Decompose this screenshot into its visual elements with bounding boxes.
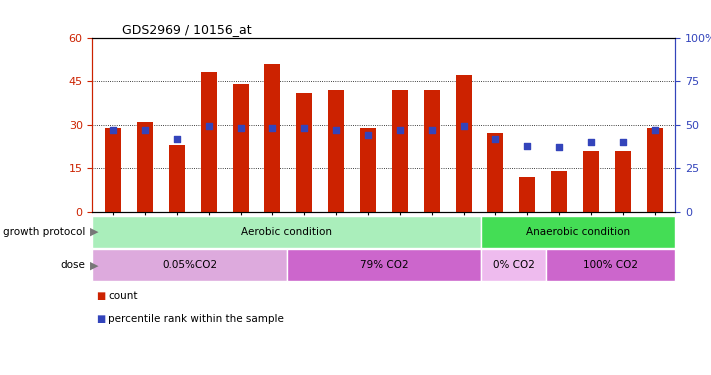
Point bbox=[363, 132, 374, 138]
Text: 100% CO2: 100% CO2 bbox=[583, 260, 638, 270]
Point bbox=[553, 144, 565, 150]
Point bbox=[585, 139, 597, 145]
Point bbox=[299, 125, 310, 131]
Bar bbox=[137, 122, 153, 212]
Bar bbox=[92, 249, 287, 281]
Bar bbox=[488, 134, 503, 212]
Bar bbox=[232, 84, 249, 212]
Text: 0.05%CO2: 0.05%CO2 bbox=[162, 260, 217, 270]
Point bbox=[522, 142, 533, 148]
Bar bbox=[647, 128, 663, 212]
Text: ▶: ▶ bbox=[90, 226, 99, 237]
Text: growth protocol: growth protocol bbox=[3, 226, 85, 237]
Point bbox=[394, 127, 405, 133]
Text: 0% CO2: 0% CO2 bbox=[493, 260, 535, 270]
Point bbox=[171, 136, 183, 142]
Bar bbox=[92, 216, 481, 248]
Point bbox=[235, 125, 246, 131]
Text: ▶: ▶ bbox=[90, 260, 99, 270]
Bar bbox=[328, 90, 344, 212]
Text: ■: ■ bbox=[96, 314, 105, 324]
Text: 79% CO2: 79% CO2 bbox=[360, 260, 408, 270]
Bar bbox=[201, 72, 217, 212]
Bar bbox=[360, 128, 376, 212]
Point bbox=[331, 127, 342, 133]
Text: count: count bbox=[108, 291, 137, 301]
Point bbox=[458, 123, 469, 129]
Bar bbox=[424, 90, 439, 212]
Point bbox=[617, 139, 629, 145]
Bar bbox=[583, 151, 599, 212]
Bar bbox=[169, 145, 185, 212]
Point bbox=[426, 127, 437, 133]
Text: percentile rank within the sample: percentile rank within the sample bbox=[108, 314, 284, 324]
Point bbox=[649, 127, 661, 133]
Bar bbox=[264, 64, 280, 212]
Bar bbox=[546, 249, 675, 281]
Bar bbox=[287, 249, 481, 281]
Bar bbox=[296, 93, 312, 212]
Bar bbox=[519, 177, 535, 212]
Text: Anaerobic condition: Anaerobic condition bbox=[526, 226, 631, 237]
Bar bbox=[481, 216, 675, 248]
Point bbox=[490, 136, 501, 142]
Bar bbox=[105, 128, 121, 212]
Text: ■: ■ bbox=[96, 291, 105, 301]
Text: GDS2969 / 10156_at: GDS2969 / 10156_at bbox=[122, 23, 251, 36]
Point bbox=[107, 127, 119, 133]
Bar bbox=[615, 151, 631, 212]
Bar bbox=[551, 171, 567, 212]
Point bbox=[203, 123, 215, 129]
Bar bbox=[481, 249, 546, 281]
Point bbox=[267, 125, 278, 131]
Point bbox=[139, 127, 151, 133]
Text: dose: dose bbox=[60, 260, 85, 270]
Bar bbox=[456, 75, 471, 212]
Text: Aerobic condition: Aerobic condition bbox=[241, 226, 332, 237]
Bar bbox=[392, 90, 408, 212]
